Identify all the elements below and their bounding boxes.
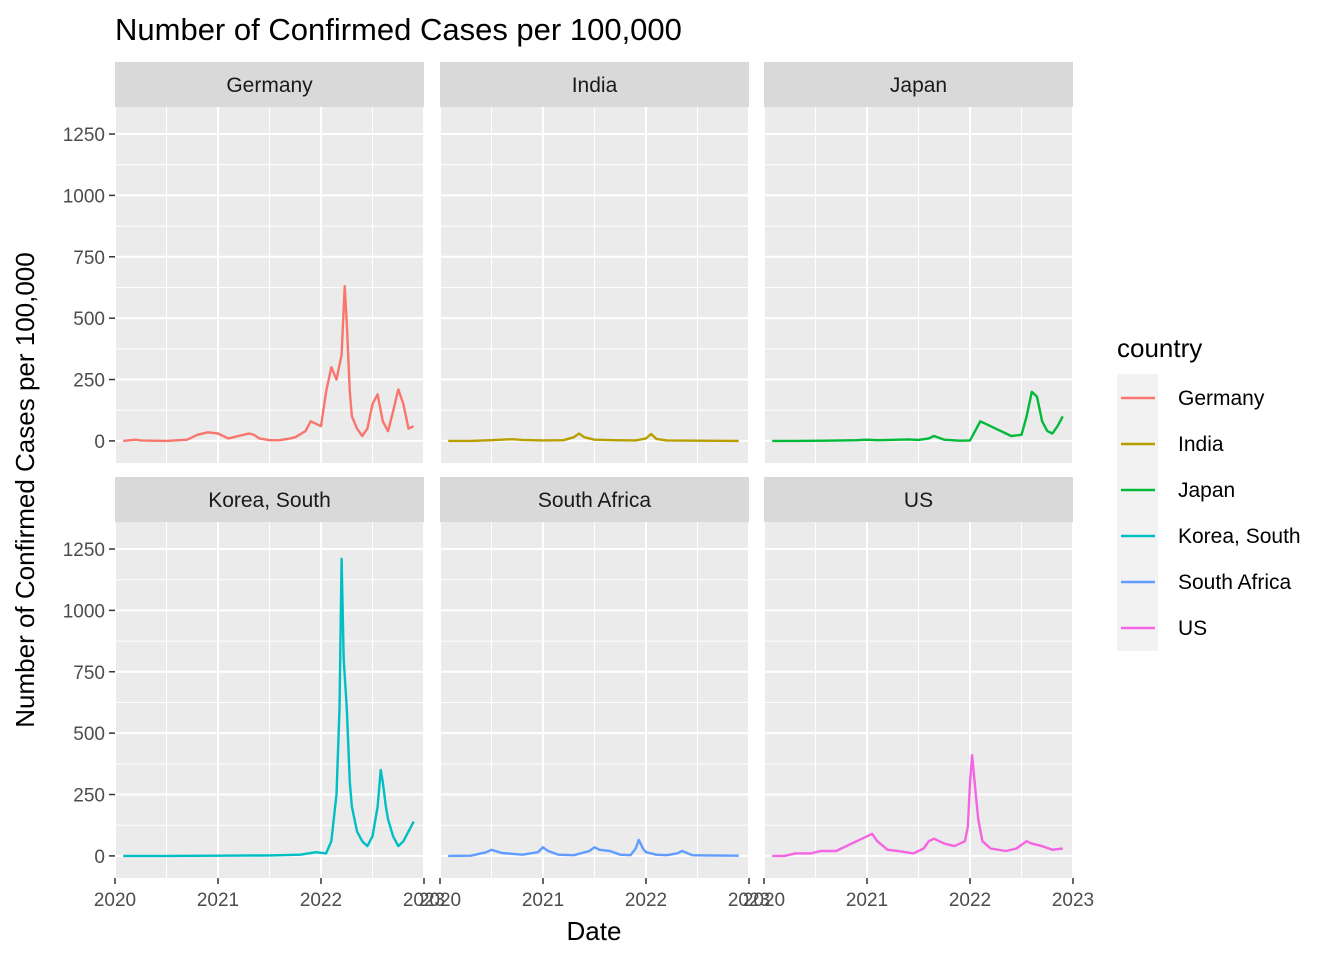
y-tick-label: 1250 <box>63 540 105 561</box>
strip-label: Germany <box>226 74 313 97</box>
x-tick-label: 2021 <box>197 890 239 911</box>
strip-label: Japan <box>890 74 947 97</box>
x-tick-label: 2022 <box>949 890 991 911</box>
x-tick-label: 2023 <box>1052 890 1094 911</box>
facet-panels: Germany 0 250 500 750 1000 1250 India Japan Korea… <box>63 62 1094 911</box>
legend-label-germany: Germany <box>1178 387 1265 410</box>
panel-japan: Japan <box>763 62 1074 463</box>
panel-germany: Germany 0 250 500 750 1000 1250 <box>63 62 425 463</box>
x-tick-label: 2023 <box>403 890 445 911</box>
strip-background <box>440 62 749 107</box>
y-tick-label: 500 <box>73 724 105 745</box>
x-tick-label: 2020 <box>94 890 136 911</box>
x-tick-label: 2022 <box>625 890 667 911</box>
y-axis-title: Number of Confirmed Cases per 100,000 <box>10 252 40 727</box>
panel-korea-south: Korea, South 0 250 500 750 1000 1250 2020 2021 20… <box>63 477 445 911</box>
series-line-south-africa <box>448 838 739 858</box>
x-tick-label: 2021 <box>522 890 564 911</box>
legend-label-india: India <box>1178 433 1224 456</box>
y-tick-label: 250 <box>73 371 105 392</box>
legend-label-korea-south: Korea, South <box>1178 525 1301 548</box>
legend-label-south-africa: South Africa <box>1178 571 1292 594</box>
legend-label-japan: Japan <box>1178 479 1235 502</box>
y-tick-label: 750 <box>73 248 105 269</box>
y-tick-label: 1250 <box>63 125 105 146</box>
strip-background <box>440 477 749 522</box>
series-line-korea-south <box>123 557 415 858</box>
chart-title: Number of Confirmed Cases per 100,000 <box>115 12 682 47</box>
x-tick-label: 2020 <box>743 890 785 911</box>
legend-title: country <box>1117 333 1202 363</box>
strip-label: India <box>572 74 618 97</box>
panel-south-africa: South Africa 2020 2021 2022 2023 <box>419 477 770 911</box>
strip-label: South Africa <box>538 489 652 512</box>
strip-background <box>764 477 1073 522</box>
series-line-us <box>772 754 1063 858</box>
x-tick-label: 2023 <box>728 890 770 911</box>
y-tick-label: 750 <box>73 663 105 684</box>
legend: country Germany India Japan Korea, South Sou… <box>1117 333 1301 651</box>
strip-background <box>115 62 424 107</box>
y-tick-label: 250 <box>73 786 105 807</box>
legend-label-us: US <box>1178 617 1207 640</box>
strip-background <box>115 477 424 522</box>
x-tick-label: 2020 <box>419 890 461 911</box>
y-tick-label: 500 <box>73 309 105 330</box>
panel-india: India <box>439 62 750 463</box>
strip-label: US <box>904 489 933 512</box>
x-tick-label: 2022 <box>300 890 342 911</box>
x-axis-title: Date <box>567 916 622 946</box>
strip-label: Korea, South <box>208 489 331 512</box>
panel-us: US 2020 2021 2022 2023 <box>743 477 1094 911</box>
legend-key-background <box>1117 374 1158 651</box>
x-tick-label: 2021 <box>846 890 888 911</box>
y-tick-label: 1000 <box>63 601 105 622</box>
series-line-japan <box>772 390 1064 443</box>
y-tick-label: 1000 <box>63 186 105 207</box>
series-line-germany <box>123 285 415 443</box>
y-tick-label: 0 <box>94 847 105 868</box>
series-line-india <box>448 432 739 443</box>
strip-background <box>764 62 1073 107</box>
y-tick-label: 0 <box>94 432 105 453</box>
